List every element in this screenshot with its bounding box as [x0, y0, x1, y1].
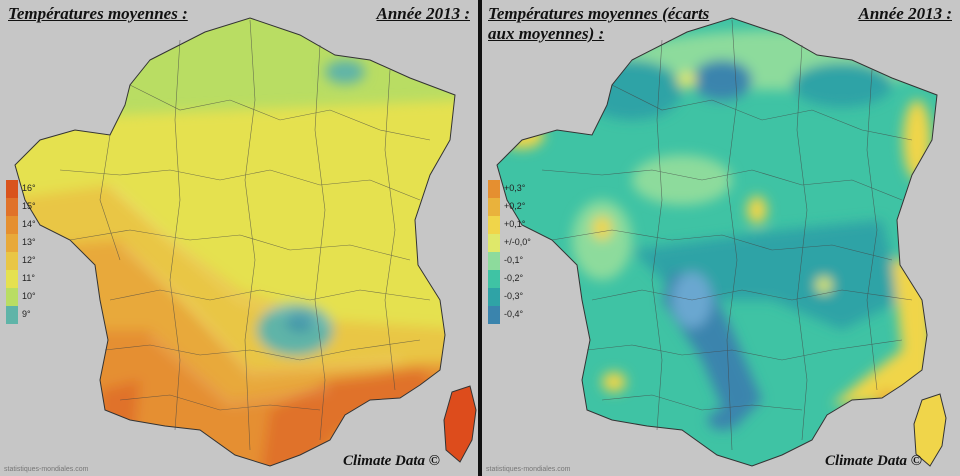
legend-label: 15°: [22, 201, 36, 211]
left-title: Températures moyennes :: [8, 4, 188, 23]
legend-item: +0,3°: [488, 180, 536, 198]
legend-label: 13°: [22, 237, 36, 247]
legend-swatch: [488, 288, 500, 306]
legend-label: 11°: [22, 273, 35, 283]
corsica: [443, 385, 477, 463]
legend-item: 15°: [6, 198, 54, 216]
legend-item: 12°: [6, 252, 54, 270]
left-legend: 16° 15° 14° 13° 12° 11° 10° 9°: [6, 180, 54, 324]
legend-item: -0,3°: [488, 288, 536, 306]
legend-swatch: [6, 306, 18, 324]
legend-label: 16°: [22, 183, 36, 193]
left-site-watermark: statistiques-mondiales.com: [4, 466, 89, 473]
legend-item: -0,1°: [488, 252, 536, 270]
legend-label: +/-0,0°: [504, 237, 531, 247]
legend-item: -0,2°: [488, 270, 536, 288]
legend-swatch: [488, 252, 500, 270]
legend-label: -0,1°: [504, 255, 524, 265]
legend-label: +0,1°: [504, 219, 526, 229]
legend-label: 9°: [22, 309, 31, 319]
legend-label: -0,2°: [504, 273, 524, 283]
legend-swatch: [6, 180, 18, 198]
right-year: Année 2013 :: [858, 4, 953, 23]
legend-item: +0,2°: [488, 198, 536, 216]
legend-item: 14°: [6, 216, 54, 234]
legend-item: +/-0,0°: [488, 234, 536, 252]
legend-label: 10°: [22, 291, 36, 301]
legend-swatch: [6, 198, 18, 216]
legend-swatch: [488, 180, 500, 198]
legend-item: -0,4°: [488, 306, 536, 324]
panel-divider: [478, 0, 482, 476]
legend-item: 16°: [6, 180, 54, 198]
legend-label: -0,3°: [504, 291, 524, 301]
legend-swatch: [6, 216, 18, 234]
legend-swatch: [488, 234, 500, 252]
legend-label: +0,2°: [504, 201, 526, 211]
left-credit: Climate Data ©: [342, 453, 440, 469]
legend-label: 12°: [22, 255, 36, 265]
legend-item: 11°: [6, 270, 54, 288]
legend-swatch: [6, 270, 18, 288]
legend-label: -0,4°: [504, 309, 524, 319]
right-site-watermark: statistiques-mondiales.com: [486, 466, 571, 473]
mean-temperature-panel: Températures moyennes : Année 2013 : 16°…: [0, 0, 478, 476]
corsica: [913, 393, 947, 467]
legend-item: 13°: [6, 234, 54, 252]
legend-swatch: [6, 252, 18, 270]
legend-swatch: [488, 270, 500, 288]
left-year: Année 2013 :: [376, 4, 471, 23]
legend-item: +0,1°: [488, 216, 536, 234]
right-legend: +0,3° +0,2° +0,1° +/-0,0° -0,1° -0,2° -0…: [488, 180, 536, 324]
legend-label: 14°: [22, 219, 36, 229]
legend-swatch: [6, 234, 18, 252]
legend-swatch: [6, 288, 18, 306]
legend-item: 9°: [6, 306, 54, 324]
anomaly-panel: Températures moyennes (écarts aux moyenn…: [482, 0, 960, 476]
legend-label: +0,3°: [504, 183, 526, 193]
temperature-anomaly-map: [496, 17, 947, 467]
right-title: Températures moyennes (écarts aux moyenn…: [488, 4, 710, 43]
mean-temperature-map: [14, 17, 477, 467]
legend-swatch: [488, 306, 500, 324]
legend-swatch: [488, 198, 500, 216]
legend-item: 10°: [6, 288, 54, 306]
right-credit: Climate Data ©: [824, 453, 922, 469]
legend-swatch: [488, 216, 500, 234]
